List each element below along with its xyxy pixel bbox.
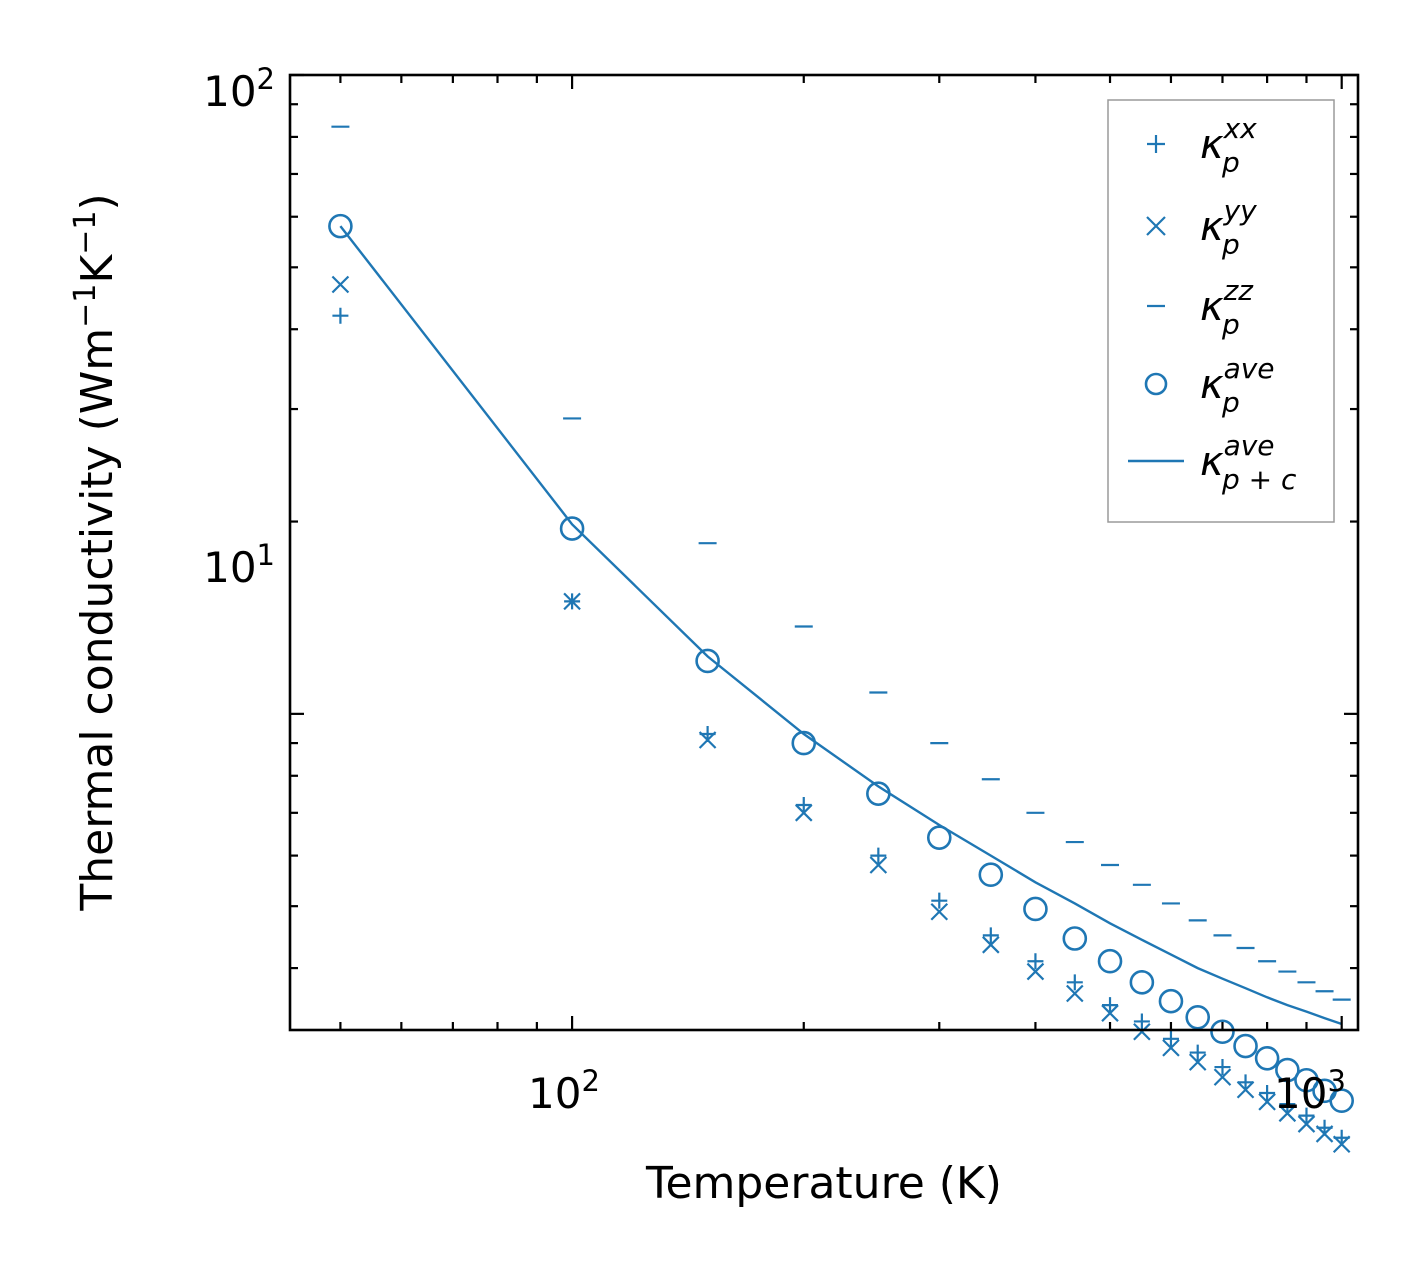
point-kappa_p_yy-950 [1315, 1125, 1334, 1143]
x-tick-label-100: 102 [528, 1064, 600, 1118]
point-kappa_p_yy-450 [1066, 984, 1084, 1003]
legend-marker-plus [1147, 135, 1165, 153]
point-kappa_p_yy-150 [698, 731, 717, 749]
point-kappa_p_xx-750 [1237, 1074, 1254, 1091]
point-kappa_p_xx-650 [1189, 1044, 1206, 1061]
point-kappa_p_yy-100 [563, 592, 581, 611]
legend-label-xx: κxx p [1200, 112, 1257, 179]
point-kappa_p_xx-550 [1133, 1013, 1150, 1030]
point-kappa_p_xx-900 [1298, 1107, 1315, 1124]
point-kappa_p_yy-900 [1297, 1115, 1316, 1133]
point-kappa_p_xx-50 [332, 307, 349, 324]
series-kappa_p_zz [331, 125, 1351, 1001]
legend-entry-zz: κzz p [1147, 274, 1254, 341]
legend-entry-ave: κave p [1144, 352, 1275, 419]
plot-frame [288, 73, 1360, 1032]
x-tick-label-1000: 103 [1274, 1064, 1346, 1118]
point-kappa_p_yy-850 [1278, 1104, 1297, 1123]
point-kappa_p_ave-150 [695, 648, 720, 674]
point-kappa_p_yy-650 [1188, 1053, 1207, 1071]
point-kappa_p_yy-550 [1133, 1022, 1151, 1041]
data-layer [328, 125, 1354, 1154]
y-axis-label: Thermal conductivity (Wm−1K−1) [68, 193, 123, 911]
legend-marker-x [1146, 216, 1166, 236]
point-kappa_p_ave-350 [978, 862, 1004, 888]
point-kappa_p_xx-350 [982, 927, 999, 944]
point-kappa_p_ave-650 [1185, 1004, 1211, 1030]
legend-label-ave-pc: κave p + c [1200, 429, 1297, 496]
point-kappa_p_ave-600 [1158, 988, 1184, 1014]
legend-label-yy: κyy p [1200, 194, 1257, 261]
point-kappa_p_ave-400 [1023, 896, 1048, 922]
point-kappa_p_xx-600 [1162, 1030, 1179, 1047]
legend-marker-circle [1144, 372, 1168, 396]
point-kappa_p_yy-500 [1101, 1004, 1119, 1022]
legend: κxx p κyy p κzz p κave p κave p + c [1107, 99, 1335, 523]
point-kappa_p_ave-300 [926, 825, 952, 850]
legend-entry-ave-pc: κave p + c [1128, 429, 1297, 496]
legend-frame [1107, 99, 1335, 523]
point-kappa_p_ave-100 [559, 516, 585, 541]
point-kappa_p_yy-800 [1258, 1093, 1276, 1111]
point-kappa_p_ave-450 [1062, 926, 1088, 951]
point-kappa_p_ave-500 [1097, 948, 1123, 974]
x-axis-label: Temperature (K) [645, 1158, 1002, 1209]
point-kappa_p_ave-700 [1210, 1019, 1235, 1045]
point-kappa_p_xx-200 [795, 797, 812, 814]
legend-label-zz: κzz p [1200, 274, 1254, 341]
point-kappa_p_xx-300 [931, 892, 948, 909]
point-kappa_p_ave-850 [1275, 1057, 1300, 1083]
point-kappa_p_yy-50 [331, 275, 350, 294]
y-tick-label-100: 102 [203, 62, 275, 116]
point-kappa_p_yy-1000 [1332, 1135, 1351, 1154]
point-kappa_p_ave-1000 [1329, 1088, 1354, 1114]
series-kappa_p_yy [331, 275, 1351, 1154]
point-kappa_p_yy-700 [1213, 1068, 1232, 1086]
point-kappa_p_ave-550 [1129, 970, 1155, 995]
point-kappa_p_xx-850 [1279, 1096, 1296, 1113]
legend-label-ave: κave p [1200, 352, 1275, 419]
legend-entry-xx: κxx p [1147, 112, 1257, 179]
point-kappa_p_ave-800 [1254, 1045, 1280, 1071]
point-kappa_p_yy-250 [869, 856, 888, 874]
point-kappa_p_yy-600 [1162, 1039, 1180, 1057]
y-tick-label-10: 101 [203, 538, 275, 592]
point-kappa_p_yy-300 [930, 903, 949, 921]
point-kappa_p_xx-250 [870, 847, 887, 864]
series-kappa_p_plus_c_ave [339, 225, 1343, 1026]
tick-layer [290, 73, 1358, 1030]
legend-entry-yy: κyy p [1146, 194, 1257, 261]
point-kappa_p_xx-700 [1214, 1059, 1231, 1076]
point-kappa_p_xx-800 [1259, 1085, 1276, 1101]
point-kappa_p_yy-750 [1236, 1080, 1255, 1099]
point-kappa_p_xx-400 [1027, 953, 1044, 970]
point-kappa_p_yy-200 [794, 804, 813, 822]
point-kappa_p_xx-450 [1066, 974, 1083, 991]
point-kappa_p_ave-750 [1233, 1033, 1258, 1059]
point-kappa_p_yy-400 [1026, 962, 1045, 981]
point-kappa_p_xx-500 [1102, 997, 1119, 1014]
point-kappa_p_ave-50 [328, 213, 353, 239]
line-kappa_p_plus_c_ave [339, 225, 1343, 1026]
point-kappa_p_ave-900 [1294, 1067, 1319, 1093]
point-kappa_p_yy-350 [982, 936, 1000, 954]
